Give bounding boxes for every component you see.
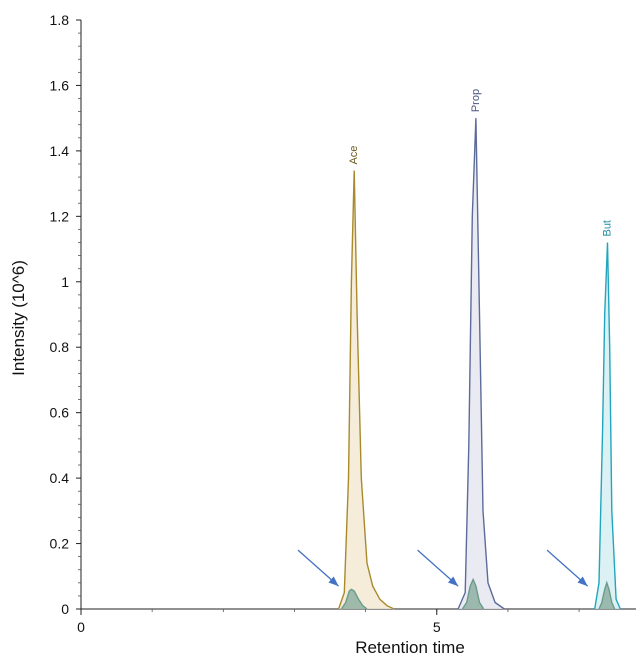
y-axis-title: Intensity (10^6) [9, 260, 28, 376]
y-tick-label: 0.4 [50, 470, 70, 486]
series-area [341, 589, 367, 609]
series-layer: Ace Prop But [337, 89, 621, 610]
series-line [461, 577, 485, 610]
y-tick-label: 1.4 [50, 143, 70, 159]
series-area [458, 118, 505, 609]
series-line [457, 118, 505, 610]
axes: 0 0.2 0.4 0.6 0.8 1 1.2 1.4 1.6 1.8 0 5 [50, 12, 636, 635]
y-tick-label: 0 [61, 601, 69, 617]
series-line [337, 170, 395, 610]
series-line [598, 580, 616, 610]
series-area [462, 579, 484, 609]
arrow-head [328, 576, 339, 587]
y-tick-label: 0.2 [50, 536, 70, 552]
series-line [594, 242, 621, 610]
y-tick-label: 1.6 [50, 77, 70, 93]
series-area [599, 582, 615, 609]
series-area [594, 242, 621, 609]
y-tick-label: 1.8 [50, 12, 70, 28]
peak-label: Ace [348, 146, 360, 165]
series-area [338, 170, 395, 609]
y-tick-label: 1.2 [50, 208, 70, 224]
x-axis-title: Retention time [355, 638, 465, 657]
peak-label: But [601, 220, 613, 237]
y-tick-label: 0.8 [50, 339, 70, 355]
arrow-head [447, 576, 459, 587]
y-tick-label: 1 [61, 274, 69, 290]
arrow-head [577, 576, 588, 587]
annotation-layer [297, 549, 589, 587]
y-tick-label: 0.6 [50, 405, 70, 421]
x-tick-label: 0 [77, 619, 85, 635]
peak-label: Prop [470, 89, 482, 112]
x-tick-label: 5 [433, 619, 441, 635]
series-line [340, 588, 368, 610]
